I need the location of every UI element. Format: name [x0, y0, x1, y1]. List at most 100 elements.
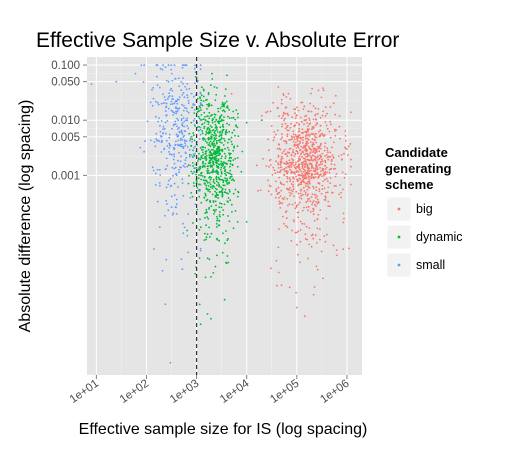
- point-dynamic: [209, 144, 211, 146]
- point-dynamic: [223, 106, 225, 108]
- point-small: [174, 64, 176, 66]
- point-dynamic: [188, 183, 190, 185]
- point-dynamic: [198, 153, 200, 155]
- point-small: [152, 105, 154, 107]
- point-big: [297, 140, 299, 142]
- point-big: [326, 113, 328, 115]
- point-dynamic: [237, 157, 239, 159]
- point-small: [184, 130, 186, 132]
- point-dynamic: [208, 170, 210, 172]
- point-big: [278, 144, 280, 146]
- point-big: [341, 154, 343, 156]
- point-dynamic: [210, 205, 212, 207]
- point-small: [181, 258, 183, 260]
- point-dynamic: [208, 112, 210, 114]
- point-big: [307, 193, 309, 195]
- point-dynamic: [228, 131, 230, 133]
- point-big: [304, 120, 306, 122]
- point-big: [325, 168, 327, 170]
- point-big: [319, 145, 321, 147]
- point-big: [299, 164, 301, 166]
- point-dynamic: [221, 196, 223, 198]
- point-small: [200, 127, 202, 129]
- point-big: [289, 195, 291, 197]
- point-big: [303, 181, 305, 183]
- point-small: [181, 94, 183, 96]
- point-small: [168, 92, 170, 94]
- point-big: [278, 228, 280, 230]
- point-dynamic: [221, 106, 223, 108]
- point-dynamic: [213, 151, 215, 153]
- point-big: [347, 154, 349, 156]
- point-dynamic: [224, 204, 226, 206]
- point-big: [293, 141, 295, 143]
- point-small: [167, 184, 169, 186]
- point-small: [180, 81, 182, 83]
- point-big: [294, 138, 296, 140]
- point-big: [289, 159, 291, 161]
- point-big: [344, 130, 346, 132]
- point-big: [309, 227, 311, 229]
- point-dynamic: [203, 90, 205, 92]
- point-big: [333, 142, 335, 144]
- point-big: [311, 88, 313, 90]
- point-small: [194, 203, 196, 205]
- point-big: [300, 149, 302, 151]
- point-big: [277, 162, 279, 164]
- point-big: [287, 178, 289, 180]
- point-big: [314, 194, 316, 196]
- point-big: [295, 176, 297, 178]
- point-big: [348, 248, 350, 250]
- point-small: [191, 154, 193, 156]
- point-small: [184, 227, 186, 229]
- point-dynamic: [213, 135, 215, 137]
- point-dynamic: [207, 138, 209, 140]
- point-dynamic: [235, 189, 237, 191]
- point-big: [320, 162, 322, 164]
- point-small: [168, 147, 170, 149]
- point-dynamic: [229, 170, 231, 172]
- point-big: [296, 179, 298, 181]
- point-big: [323, 235, 325, 237]
- point-big: [300, 182, 302, 184]
- point-dynamic: [214, 159, 216, 161]
- point-big: [324, 179, 326, 181]
- point-small: [162, 93, 164, 95]
- point-small: [193, 147, 195, 149]
- point-dynamic: [233, 193, 235, 195]
- point-big: [274, 172, 276, 174]
- point-big: [300, 189, 302, 191]
- point-big: [289, 177, 291, 179]
- point-small: [171, 206, 173, 208]
- point-small: [183, 146, 185, 148]
- point-big: [300, 193, 302, 195]
- point-big: [278, 187, 280, 189]
- point-big: [316, 161, 318, 163]
- point-small: [162, 69, 164, 71]
- point-big: [316, 167, 318, 169]
- point-big: [309, 155, 311, 157]
- point-big: [312, 146, 314, 148]
- point-dynamic: [220, 169, 222, 171]
- point-small: [171, 196, 173, 198]
- point-dynamic: [215, 151, 217, 153]
- point-small: [155, 101, 157, 103]
- y-tick-label: 0.005: [51, 132, 80, 144]
- point-small: [186, 83, 188, 85]
- point-big: [297, 254, 299, 256]
- point-big: [287, 155, 289, 157]
- point-small: [178, 77, 180, 79]
- point-big: [327, 191, 329, 193]
- point-dynamic: [213, 129, 215, 131]
- point-dynamic: [207, 182, 209, 184]
- point-dynamic: [211, 233, 213, 235]
- point-big: [267, 111, 269, 113]
- point-dynamic: [190, 138, 192, 140]
- point-small: [191, 141, 193, 143]
- point-dynamic: [195, 167, 197, 169]
- point-dynamic: [224, 157, 226, 159]
- point-dynamic: [208, 106, 210, 108]
- point-big: [342, 189, 344, 191]
- point-big: [273, 131, 275, 133]
- point-big: [308, 244, 310, 246]
